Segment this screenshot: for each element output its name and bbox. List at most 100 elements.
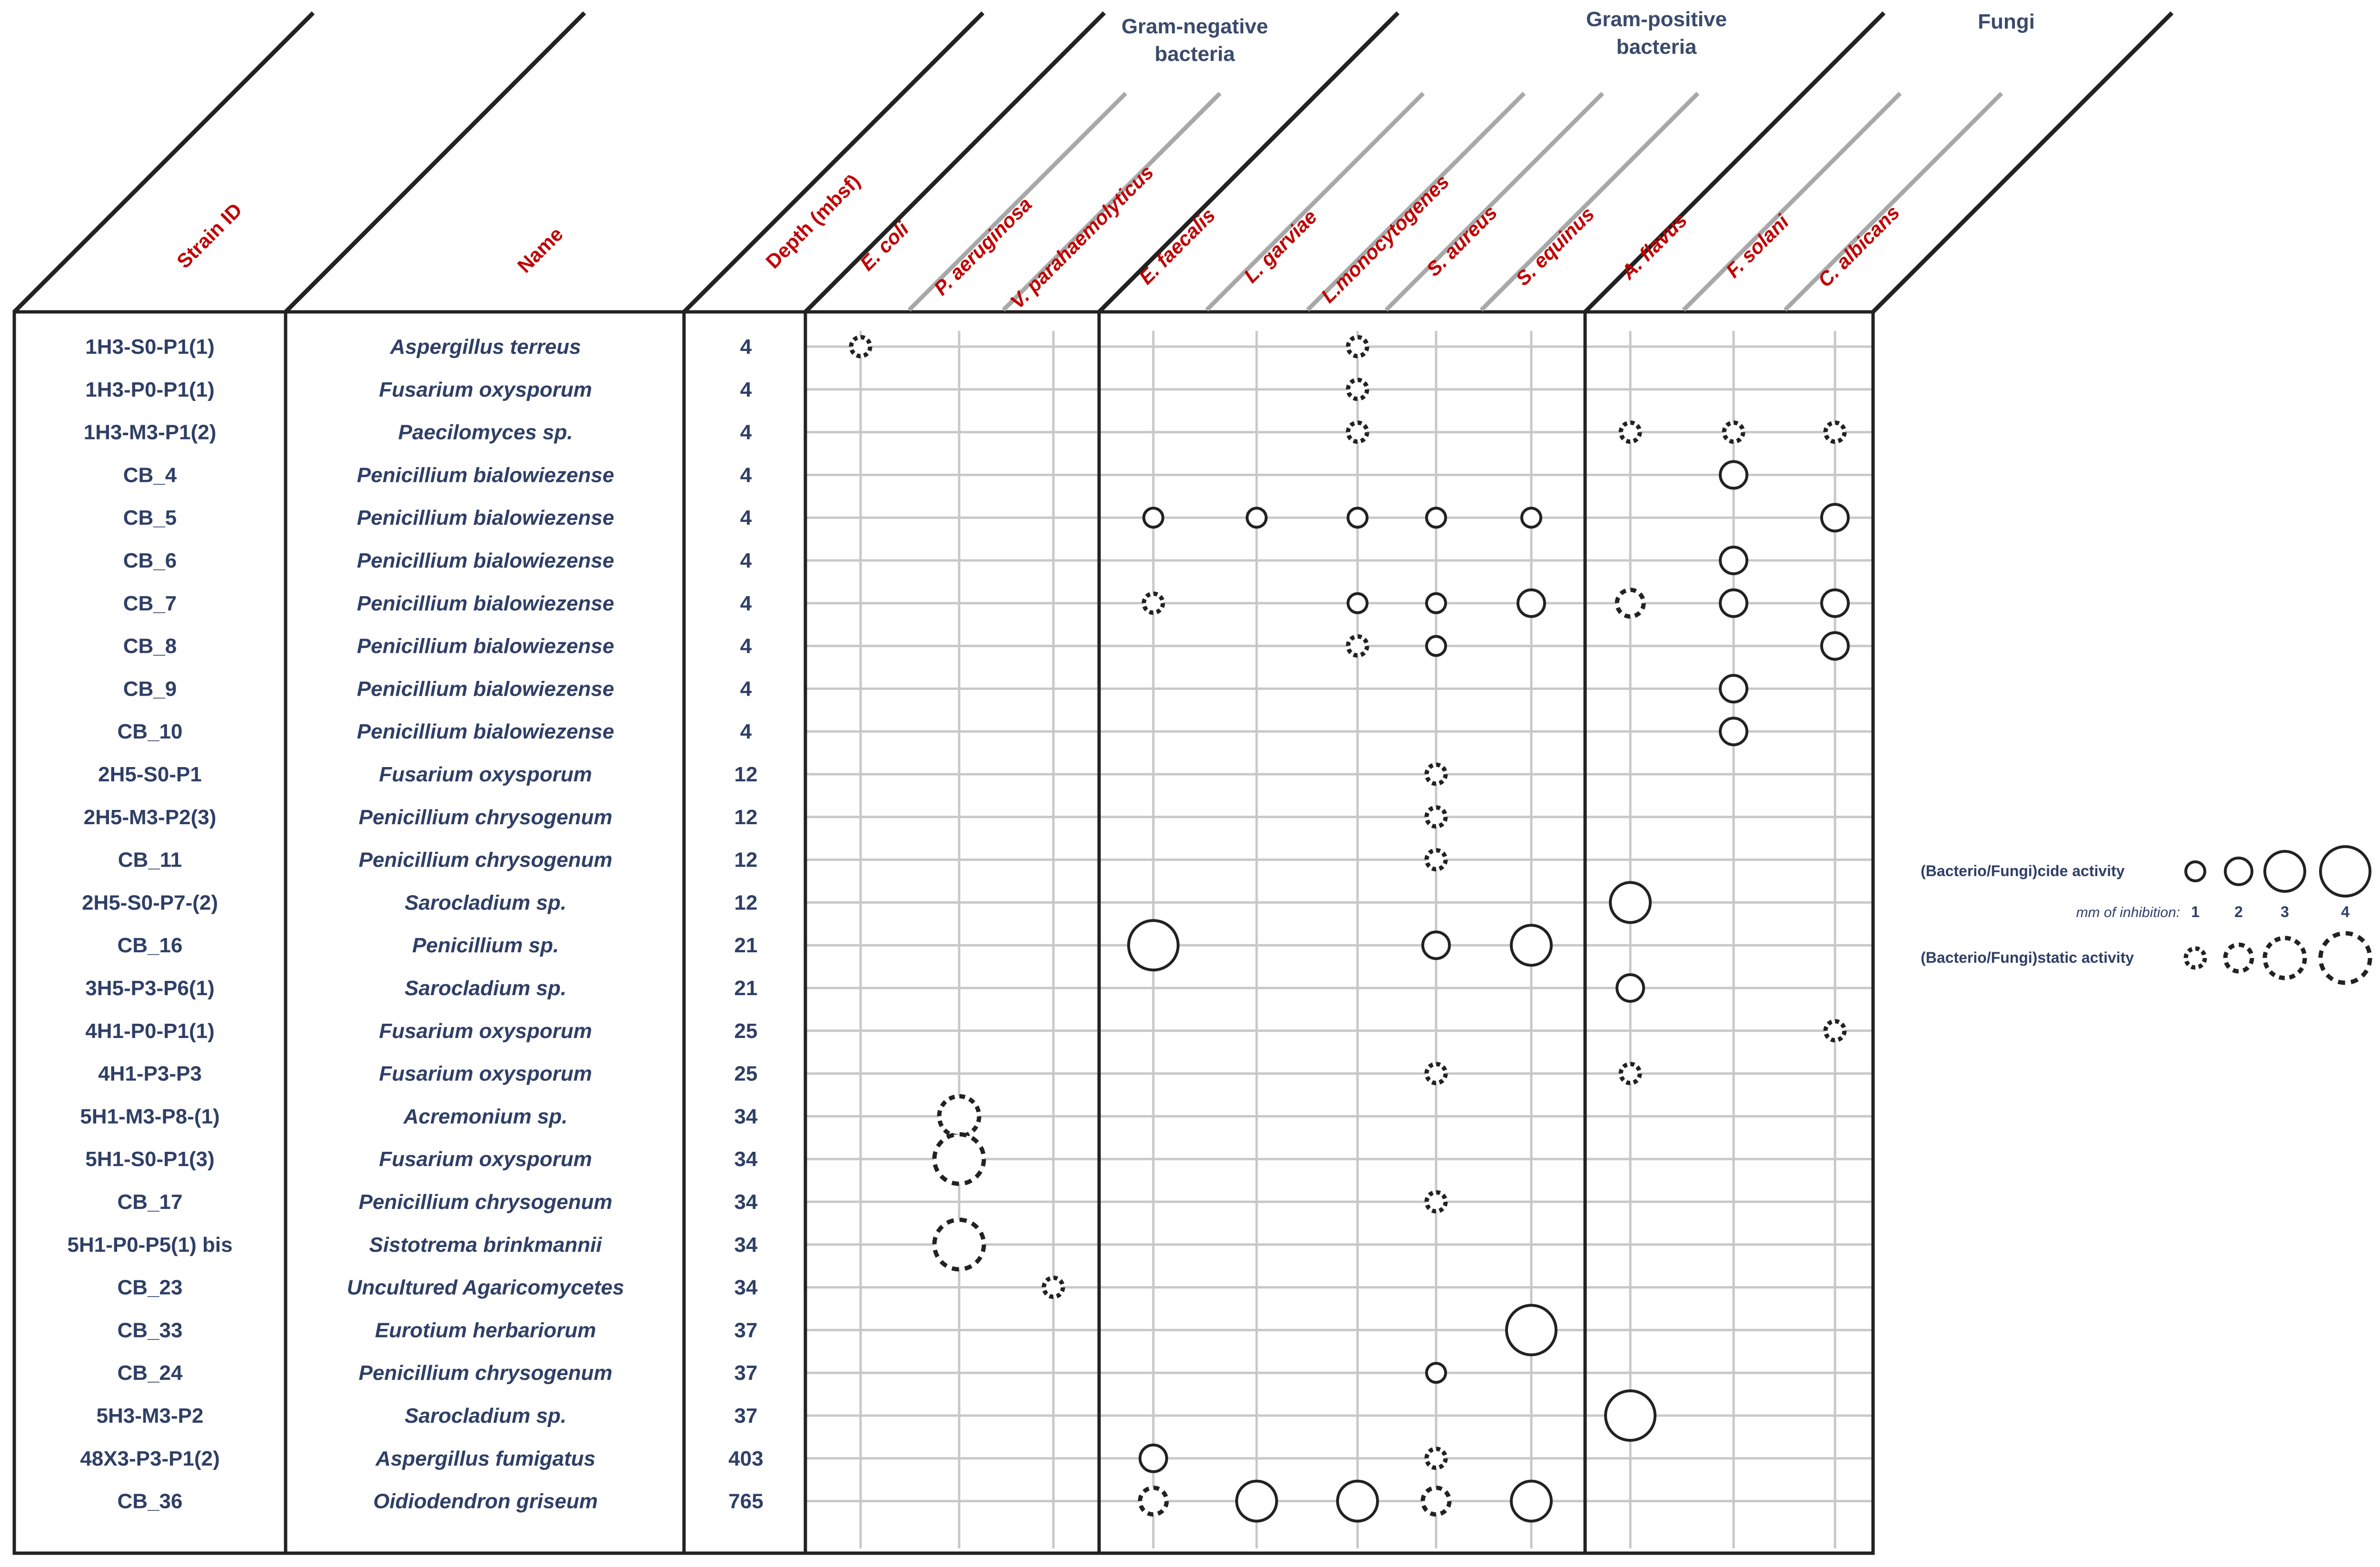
static-activity-mark	[849, 335, 873, 359]
static-activity-mark	[1618, 420, 1642, 444]
legend-cide-symbol	[2319, 845, 2371, 898]
legend-static-symbol	[2223, 942, 2254, 974]
static-activity-mark	[1618, 1062, 1642, 1086]
strain-id-cell: CB_17	[118, 1190, 183, 1214]
depth-cell: 25	[734, 1062, 758, 1086]
mark-layer	[849, 335, 1850, 1523]
static-activity-mark	[1823, 420, 1847, 444]
header-slant-line	[284, 11, 586, 314]
frame-layer	[12, 310, 1875, 1555]
strain-name-cell: Penicillium chrysogenum	[358, 1190, 612, 1214]
header-name: Name	[513, 223, 567, 277]
depth-cell: 4	[740, 720, 752, 743]
strain-name-cell: Fusarium oxysporum	[379, 378, 592, 401]
static-activity-mark	[1041, 1276, 1065, 1299]
header-target: A. flavus	[1616, 209, 1692, 284]
cide-activity-mark	[1719, 588, 1748, 618]
static-activity-mark	[1424, 1190, 1448, 1214]
static-activity-mark	[1722, 420, 1745, 444]
static-activity-mark	[1424, 805, 1448, 829]
depth-cell: 4	[740, 549, 752, 572]
strain-name-cell: Paecilomyces sp.	[398, 421, 573, 444]
strain-id-cell: 5H3-M3-P2	[97, 1404, 204, 1427]
header-sub-line	[907, 91, 1128, 312]
strain-name-cell: Penicillium bialowiezense	[357, 677, 614, 700]
static-activity-mark	[1346, 634, 1369, 658]
strain-id-cell: 1H3-M3-P1(2)	[84, 421, 217, 444]
depth-cell: 37	[734, 1318, 758, 1342]
strain-name-cell: Fusarium oxysporum	[379, 1019, 592, 1043]
cide-activity-mark	[1347, 507, 1368, 529]
header-slant-line	[1871, 11, 2174, 314]
depth-cell: 12	[734, 763, 758, 786]
strain-id-cell: CB_36	[118, 1490, 183, 1513]
strain-id-cell: 48X3-P3-P1(2)	[80, 1447, 219, 1470]
static-activity-mark	[937, 1094, 982, 1138]
strain-id-cell: 4H1-P0-P1(1)	[85, 1019, 214, 1043]
strain-id-cell: CB_33	[118, 1318, 183, 1342]
header-target: E. faecalis	[1134, 204, 1220, 289]
strain-id-cell: CB_23	[118, 1276, 183, 1299]
strain-name-cell: Aspergillus fumigatus	[375, 1447, 595, 1470]
static-activity-mark	[1424, 848, 1448, 872]
legend-cide-symbol	[2263, 850, 2306, 893]
legend-cide-label: (Bacterio/Fungi)cide activity	[1921, 862, 2125, 879]
depth-cell: 34	[734, 1233, 758, 1257]
strain-id-cell: 2H5-M3-P2(3)	[84, 806, 217, 829]
group-label: Gram-negative	[1121, 15, 1268, 38]
legend-static-symbol	[2183, 946, 2207, 970]
depth-cell: 34	[734, 1148, 758, 1171]
strain-name-cell: Penicillium chrysogenum	[358, 1361, 612, 1385]
strain-id-cell: CB_6	[123, 549, 177, 572]
strain-name-cell: Fusarium oxysporum	[379, 1062, 592, 1086]
static-activity-mark	[1138, 1486, 1169, 1517]
table-frame	[12, 310, 1875, 1555]
strain-name-cell: Fusarium oxysporum	[379, 1148, 592, 1171]
strain-id-cell: CB_5	[123, 506, 177, 529]
strain-id-cell: 5H1-P0-P5(1) bis	[67, 1233, 232, 1257]
legend-cide-symbol	[2224, 857, 2253, 886]
depth-cell: 4	[740, 592, 752, 615]
depth-cell: 37	[734, 1404, 758, 1427]
depth-cell: 34	[734, 1105, 758, 1128]
header-target: E. coli	[855, 217, 913, 275]
depth-cell: 4	[740, 378, 752, 401]
header-target: S. equinus	[1511, 202, 1598, 289]
cide-activity-mark	[1820, 588, 1850, 618]
strain-name-cell: Penicillium chrysogenum	[358, 848, 612, 872]
strain-id-cell: CB_16	[118, 934, 183, 957]
depth-cell: 4	[740, 335, 752, 359]
static-activity-mark	[1346, 335, 1369, 359]
static-activity-mark	[1424, 762, 1448, 786]
strain-id-cell: 1H3-P0-P1(1)	[85, 378, 214, 401]
strain-name-cell: Sarocladium sp.	[405, 891, 566, 914]
header-layer: Strain ID Name Depth (mbsf)E. coli P. aerug…	[12, 8, 2174, 314]
cide-activity-mark	[1425, 1362, 1447, 1384]
static-activity-mark	[1420, 1486, 1452, 1517]
header-sub-line	[1682, 91, 1902, 312]
static-activity-mark	[1141, 591, 1165, 615]
static-activity-mark	[1346, 420, 1369, 444]
legend-level-label: 4	[2341, 903, 2350, 920]
cide-activity-mark	[1505, 1304, 1557, 1357]
cide-activity-mark	[1425, 635, 1447, 657]
header-target: C. albicans	[1814, 201, 1904, 291]
strain-name-cell: Penicillium bialowiezense	[357, 592, 614, 615]
strain-id-cell: 1H3-S0-P1(1)	[85, 335, 214, 359]
strain-id-cell: 2H5-S0-P1	[98, 763, 202, 786]
strain-id-cell: CB_10	[118, 720, 183, 743]
legend-static-symbol	[2318, 931, 2372, 985]
depth-cell: 34	[734, 1190, 758, 1214]
strain-id-cell: 3H5-P3-P6(1)	[85, 977, 214, 1000]
depth-cell: 21	[734, 977, 758, 1000]
header-slant-line	[12, 11, 315, 314]
cide-activity-mark	[1235, 1479, 1278, 1523]
depth-cell: 37	[734, 1361, 758, 1385]
header-sub-line	[1306, 91, 1526, 312]
strain-id-cell: CB_8	[123, 635, 177, 658]
cide-activity-mark	[1336, 1479, 1379, 1523]
legend-level-label: 1	[2191, 903, 2200, 920]
static-activity-mark	[932, 1132, 986, 1186]
header-sub-line	[1783, 91, 2003, 312]
